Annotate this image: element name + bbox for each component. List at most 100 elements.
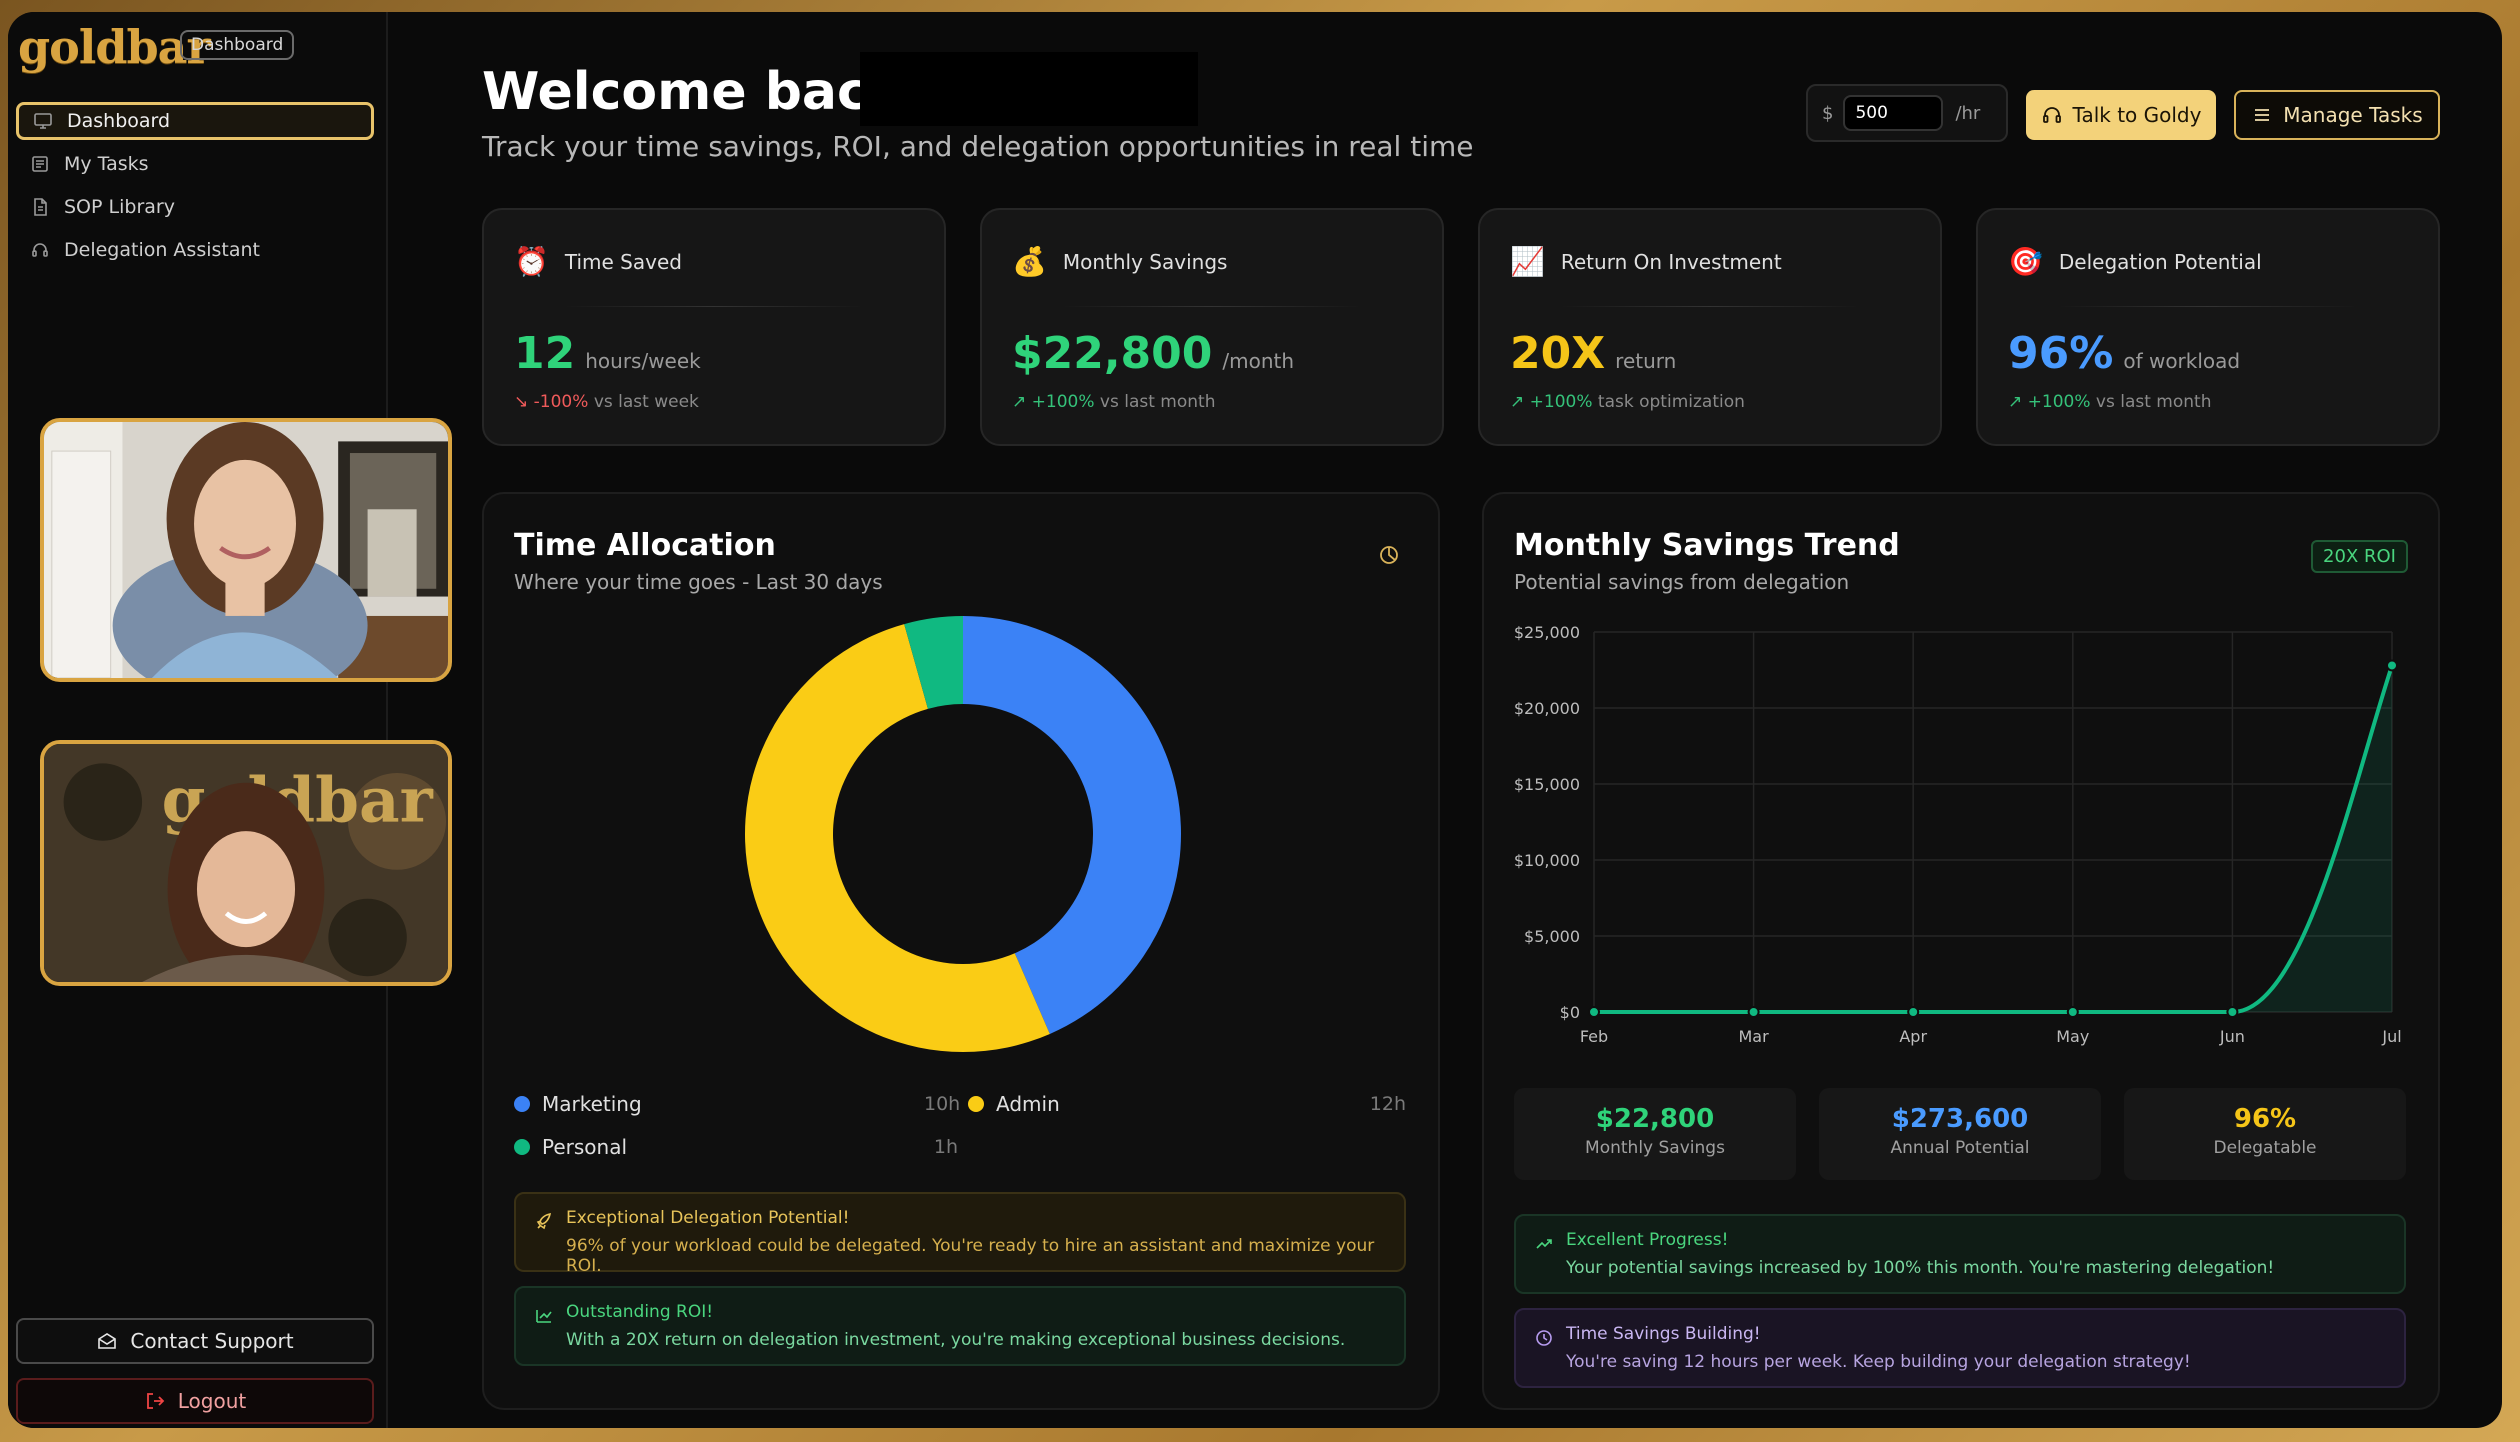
stat-value: 96%	[2233, 1104, 2297, 1134]
logout-icon	[144, 1390, 166, 1412]
notice-title: Exceptional Delegation Potential!	[566, 1208, 850, 1228]
sidebar-item-label: Dashboard	[67, 110, 171, 132]
main-content: Welcome back, Track your time savings, R…	[386, 12, 2502, 1428]
donut-slice-marketing[interactable]	[963, 616, 1181, 1034]
logo-badge: Dashboard	[180, 30, 295, 60]
y-tick-label: $15,000	[1514, 775, 1580, 794]
y-tick-label: $5,000	[1524, 927, 1580, 946]
video-tile-participant-1[interactable]	[40, 418, 452, 682]
manage-tasks-label: Manage Tasks	[2283, 103, 2423, 127]
trend-up-icon: ↗	[2008, 392, 2028, 412]
notice-delegation-potential: Exceptional Delegation Potential! 96% of…	[514, 1192, 1406, 1276]
trend-up-icon: ↗	[1510, 392, 1530, 412]
kpi-card-title: Monthly Savings	[1062, 250, 1228, 274]
panel-subtitle: Where your time goes - Last 30 days	[514, 570, 883, 594]
sidebar-item-label: SOP Library	[64, 196, 175, 218]
kpi-card-trend-text: vs last month	[2095, 392, 2212, 412]
alarm-clock-icon: ⏰	[514, 245, 549, 278]
kpi-card-trend-value: +100%	[2027, 392, 2091, 412]
panel-subtitle: Potential savings from delegation	[1514, 570, 1850, 594]
pie-chart-icon[interactable]	[1378, 544, 1400, 570]
stat-label: Annual Potential	[1890, 1138, 2030, 1158]
stat-delegatable: 96% Delegatable	[2124, 1088, 2406, 1180]
legend-item-marketing: Marketing	[514, 1092, 642, 1116]
notice-title: Excellent Progress!	[1566, 1230, 1729, 1250]
data-point-jun[interactable]	[2226, 1006, 2239, 1018]
hourly-rate-control: $ /hr	[1806, 84, 2008, 142]
legend-dot	[514, 1139, 530, 1155]
trend-up-icon	[536, 1310, 552, 1323]
sidebar-item-sop-library[interactable]: SOP Library	[16, 188, 374, 226]
contact-support-button[interactable]: Contact Support	[16, 1318, 374, 1364]
y-tick-label: $10,000	[1514, 851, 1580, 870]
rate-unit: /hr	[1955, 102, 1981, 124]
legend-label: Admin	[996, 1092, 1060, 1116]
kpi-card-value: 20X	[1510, 328, 1606, 379]
manage-tasks-button[interactable]: Manage Tasks	[2234, 90, 2440, 140]
data-point-feb[interactable]	[1588, 1006, 1600, 1018]
notice-body: With a 20X return on delegation investme…	[566, 1330, 1346, 1350]
notice-outstanding-roi: Outstanding ROI! With a 20X return on de…	[514, 1286, 1406, 1366]
legend-value: 1h	[933, 1136, 958, 1158]
legend-label: Marketing	[542, 1092, 642, 1116]
logout-button[interactable]: Logout	[16, 1378, 374, 1424]
kpi-card-trend-text: vs last week	[593, 392, 699, 412]
series-line	[1594, 664, 2394, 1014]
legend-value: 12h	[1369, 1093, 1406, 1115]
kpi-card-trend-text: task optimization	[1597, 392, 1745, 412]
data-point-mar[interactable]	[1747, 1006, 1760, 1018]
stat-label: Delegatable	[2213, 1138, 2317, 1158]
legend-value: 10h	[924, 1093, 961, 1115]
x-tick-label: Mar	[1739, 1027, 1770, 1046]
mail-icon	[96, 1330, 118, 1352]
kpi-card-trend-value: +100%	[1031, 392, 1095, 412]
x-tick-label: Feb	[1580, 1027, 1608, 1046]
kpi-card-time-saved: ⏰ Time Saved 12 hours/week ↘ -100% vs last…	[482, 208, 946, 446]
legend-dot	[968, 1096, 984, 1112]
kpi-card-value: 12	[514, 328, 576, 379]
stat-label: Monthly Savings	[1585, 1138, 1725, 1158]
menu-icon	[2251, 104, 2273, 126]
x-tick-label: Jun	[2219, 1027, 2245, 1046]
donut-slice-admin[interactable]	[744, 624, 1050, 1053]
data-point-may[interactable]	[2066, 1006, 2079, 1018]
x-tick-label: Jul	[2381, 1027, 2401, 1046]
kpi-card-unit: /month	[1222, 349, 1295, 373]
kpi-card-unit: return	[1615, 349, 1677, 373]
hourly-rate-input[interactable]	[1843, 95, 1944, 131]
headset-icon	[2041, 104, 2063, 126]
x-tick-label: May	[2056, 1027, 2089, 1046]
monitor-icon	[33, 111, 53, 131]
data-point-jul[interactable]	[2386, 659, 2398, 672]
video-frame-1	[44, 422, 448, 678]
legend-dot	[514, 1096, 530, 1112]
sidebar: goldbar Dashboard Dashboard My Tasks SOP…	[8, 12, 452, 1428]
contact-support-label: Contact Support	[130, 1329, 294, 1353]
video-tile-participant-2[interactable]: goldbar	[40, 740, 452, 986]
kpi-card-title: Time Saved	[564, 250, 682, 274]
sidebar-item-dashboard[interactable]: Dashboard	[16, 102, 374, 140]
stat-monthly-savings: $22,800 Monthly Savings	[1514, 1088, 1796, 1180]
task-list-icon	[30, 154, 50, 174]
logo: goldbar	[18, 20, 211, 74]
trend-down-icon: ↘	[514, 392, 534, 412]
time-allocation-panel: Time Allocation Where your time goes - L…	[482, 492, 1440, 1410]
sidebar-nav: Dashboard My Tasks SOP Library Delegatio…	[16, 102, 374, 274]
x-tick-label: Apr	[1899, 1027, 1927, 1046]
sidebar-item-my-tasks[interactable]: My Tasks	[16, 145, 374, 183]
logout-label: Logout	[177, 1389, 247, 1413]
y-tick-label: $25,000	[1514, 623, 1580, 642]
data-point-apr[interactable]	[1907, 1006, 1920, 1018]
target-icon: 🎯	[2008, 245, 2043, 278]
time-allocation-donut-chart	[744, 616, 1181, 1053]
kpi-card-unit: of workload	[2123, 349, 2241, 373]
document-icon	[30, 197, 50, 217]
talk-to-goldy-button[interactable]: Talk to Goldy	[2026, 90, 2216, 140]
donut-slice-personal[interactable]	[904, 616, 963, 709]
page-title: Welcome back,	[482, 62, 923, 122]
series-area	[1594, 665, 2392, 1012]
y-tick-label: $20,000	[1514, 699, 1580, 718]
clock-icon	[1536, 1330, 1552, 1346]
sidebar-item-delegation-assistant[interactable]: Delegation Assistant	[16, 231, 374, 269]
page-subtitle: Track your time savings, ROI, and delega…	[482, 130, 1474, 163]
